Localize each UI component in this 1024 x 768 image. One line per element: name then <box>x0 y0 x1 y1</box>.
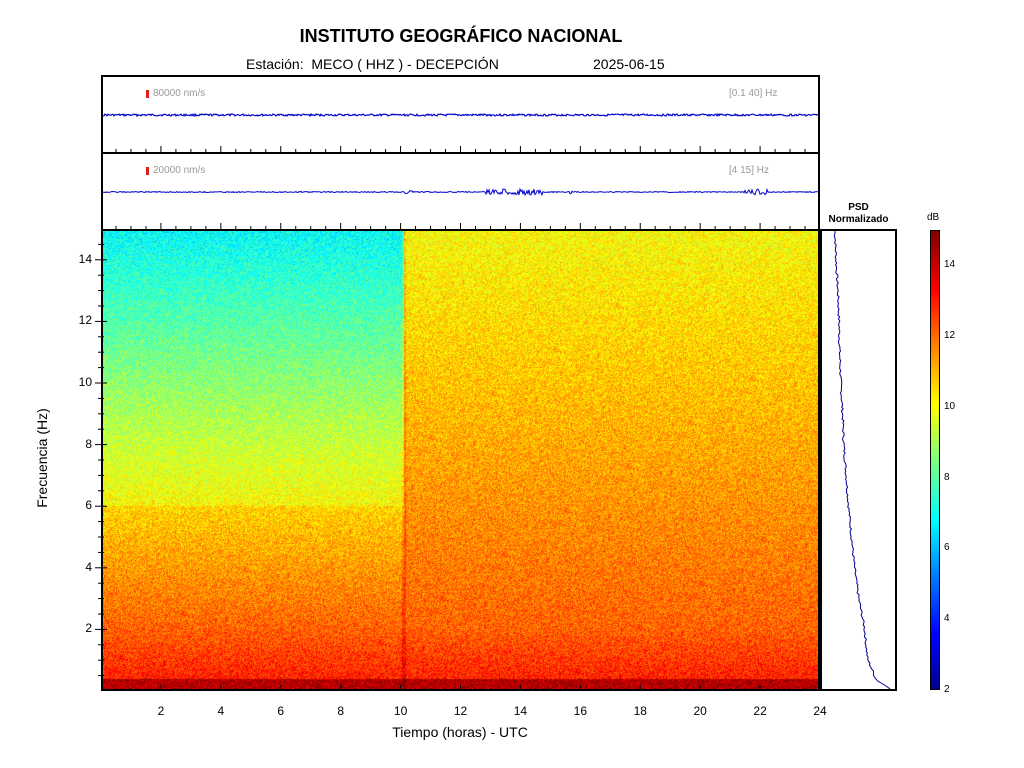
colorbar-tick-label: 10 <box>944 400 956 412</box>
colorbar <box>930 230 940 690</box>
colorbar-tick-label: 8 <box>944 471 950 483</box>
y-tick-label: 4 <box>85 559 92 574</box>
y-tick-label: 2 <box>85 621 92 636</box>
colorbar-tick-label: 14 <box>944 259 956 271</box>
waveform-trace <box>103 187 818 197</box>
x-tick-label: 12 <box>453 704 468 718</box>
psd-title-line1: PSD <box>848 202 869 213</box>
y-tick-label: 6 <box>85 498 92 513</box>
scale-label: 80000 nm/s <box>153 88 206 99</box>
waveform-trace <box>103 112 818 118</box>
x-tick-label: 20 <box>693 704 707 718</box>
psd-title: PSD Normalizado <box>820 202 897 226</box>
x-tick-label: 24 <box>813 704 827 718</box>
y-tick-label: 14 <box>78 251 92 266</box>
scale-bar <box>146 167 149 175</box>
date-label: 2025-06-15 <box>593 56 665 72</box>
chart-title: INSTITUTO GEOGRÁFICO NACIONAL <box>299 26 623 46</box>
scale-bar <box>146 90 149 98</box>
y-tick-label: 12 <box>78 313 92 328</box>
station-label: Estación: MECO ( HHZ ) - DECEPCIÓN <box>246 56 499 72</box>
band-label: [0.1 40] Hz <box>729 88 778 99</box>
colorbar-unit: dB <box>927 212 940 223</box>
x-tick-label: 22 <box>753 704 767 718</box>
y-tick-label: 8 <box>85 436 92 451</box>
x-tick-label: 2 <box>157 704 165 718</box>
x-tick-label: 14 <box>513 704 528 718</box>
y-axis-label: Frecuencia (Hz) <box>34 408 50 508</box>
psd-curve <box>833 230 891 690</box>
waveform-panel-broadband: 80000 nm/s [0.1 40] Hz <box>101 75 820 154</box>
x-tick-label: 4 <box>217 704 225 718</box>
colorbar-tick-label: 2 <box>944 684 950 695</box>
y-tick-label: 10 <box>78 375 92 389</box>
x-tick-label: 8 <box>337 704 344 718</box>
scale-label: 20000 nm/s <box>153 165 206 176</box>
colorbar-tick-label: 6 <box>944 542 950 554</box>
psd-title-line2: Normalizado <box>828 214 889 225</box>
x-tick-label: 18 <box>633 704 647 718</box>
colorbar-tick-label: 12 <box>944 330 956 342</box>
band-label: [4 15] Hz <box>729 165 770 176</box>
x-tick-label: 10 <box>393 704 408 718</box>
x-axis-label: Tiempo (horas) - UTC <box>392 724 528 740</box>
psd-panel <box>820 229 897 691</box>
colorbar-tick-label: 4 <box>944 613 950 625</box>
x-tick-label: 16 <box>573 704 587 718</box>
x-tick-label: 6 <box>277 704 285 718</box>
